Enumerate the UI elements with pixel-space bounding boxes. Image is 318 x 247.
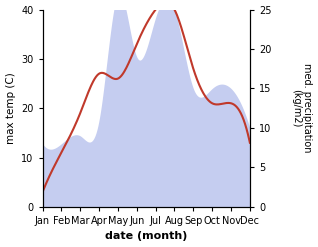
Y-axis label: max temp (C): max temp (C) (5, 72, 16, 144)
X-axis label: date (month): date (month) (105, 231, 187, 242)
Y-axis label: med. precipitation
(kg/m2): med. precipitation (kg/m2) (291, 63, 313, 153)
